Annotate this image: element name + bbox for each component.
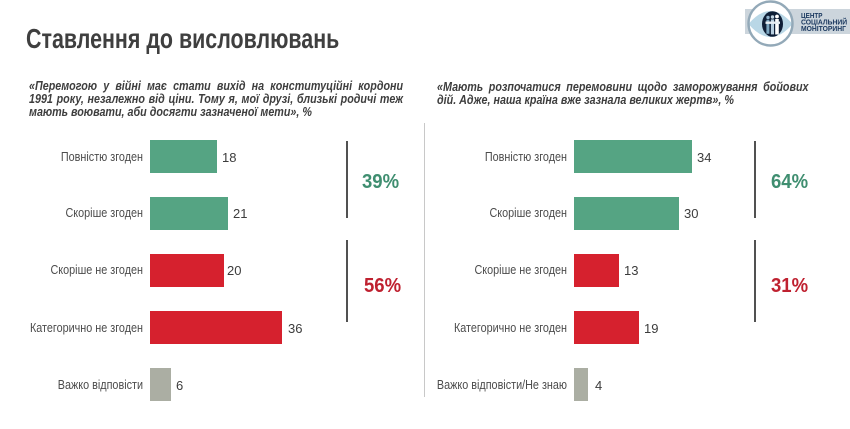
svg-text:МОНІТОРИНГ: МОНІТОРИНГ [801, 24, 846, 33]
svg-text:СОЦІАЛЬНИЙ: СОЦІАЛЬНИЙ [801, 17, 847, 26]
svg-text:ЦЕНТР: ЦЕНТР [801, 11, 823, 20]
